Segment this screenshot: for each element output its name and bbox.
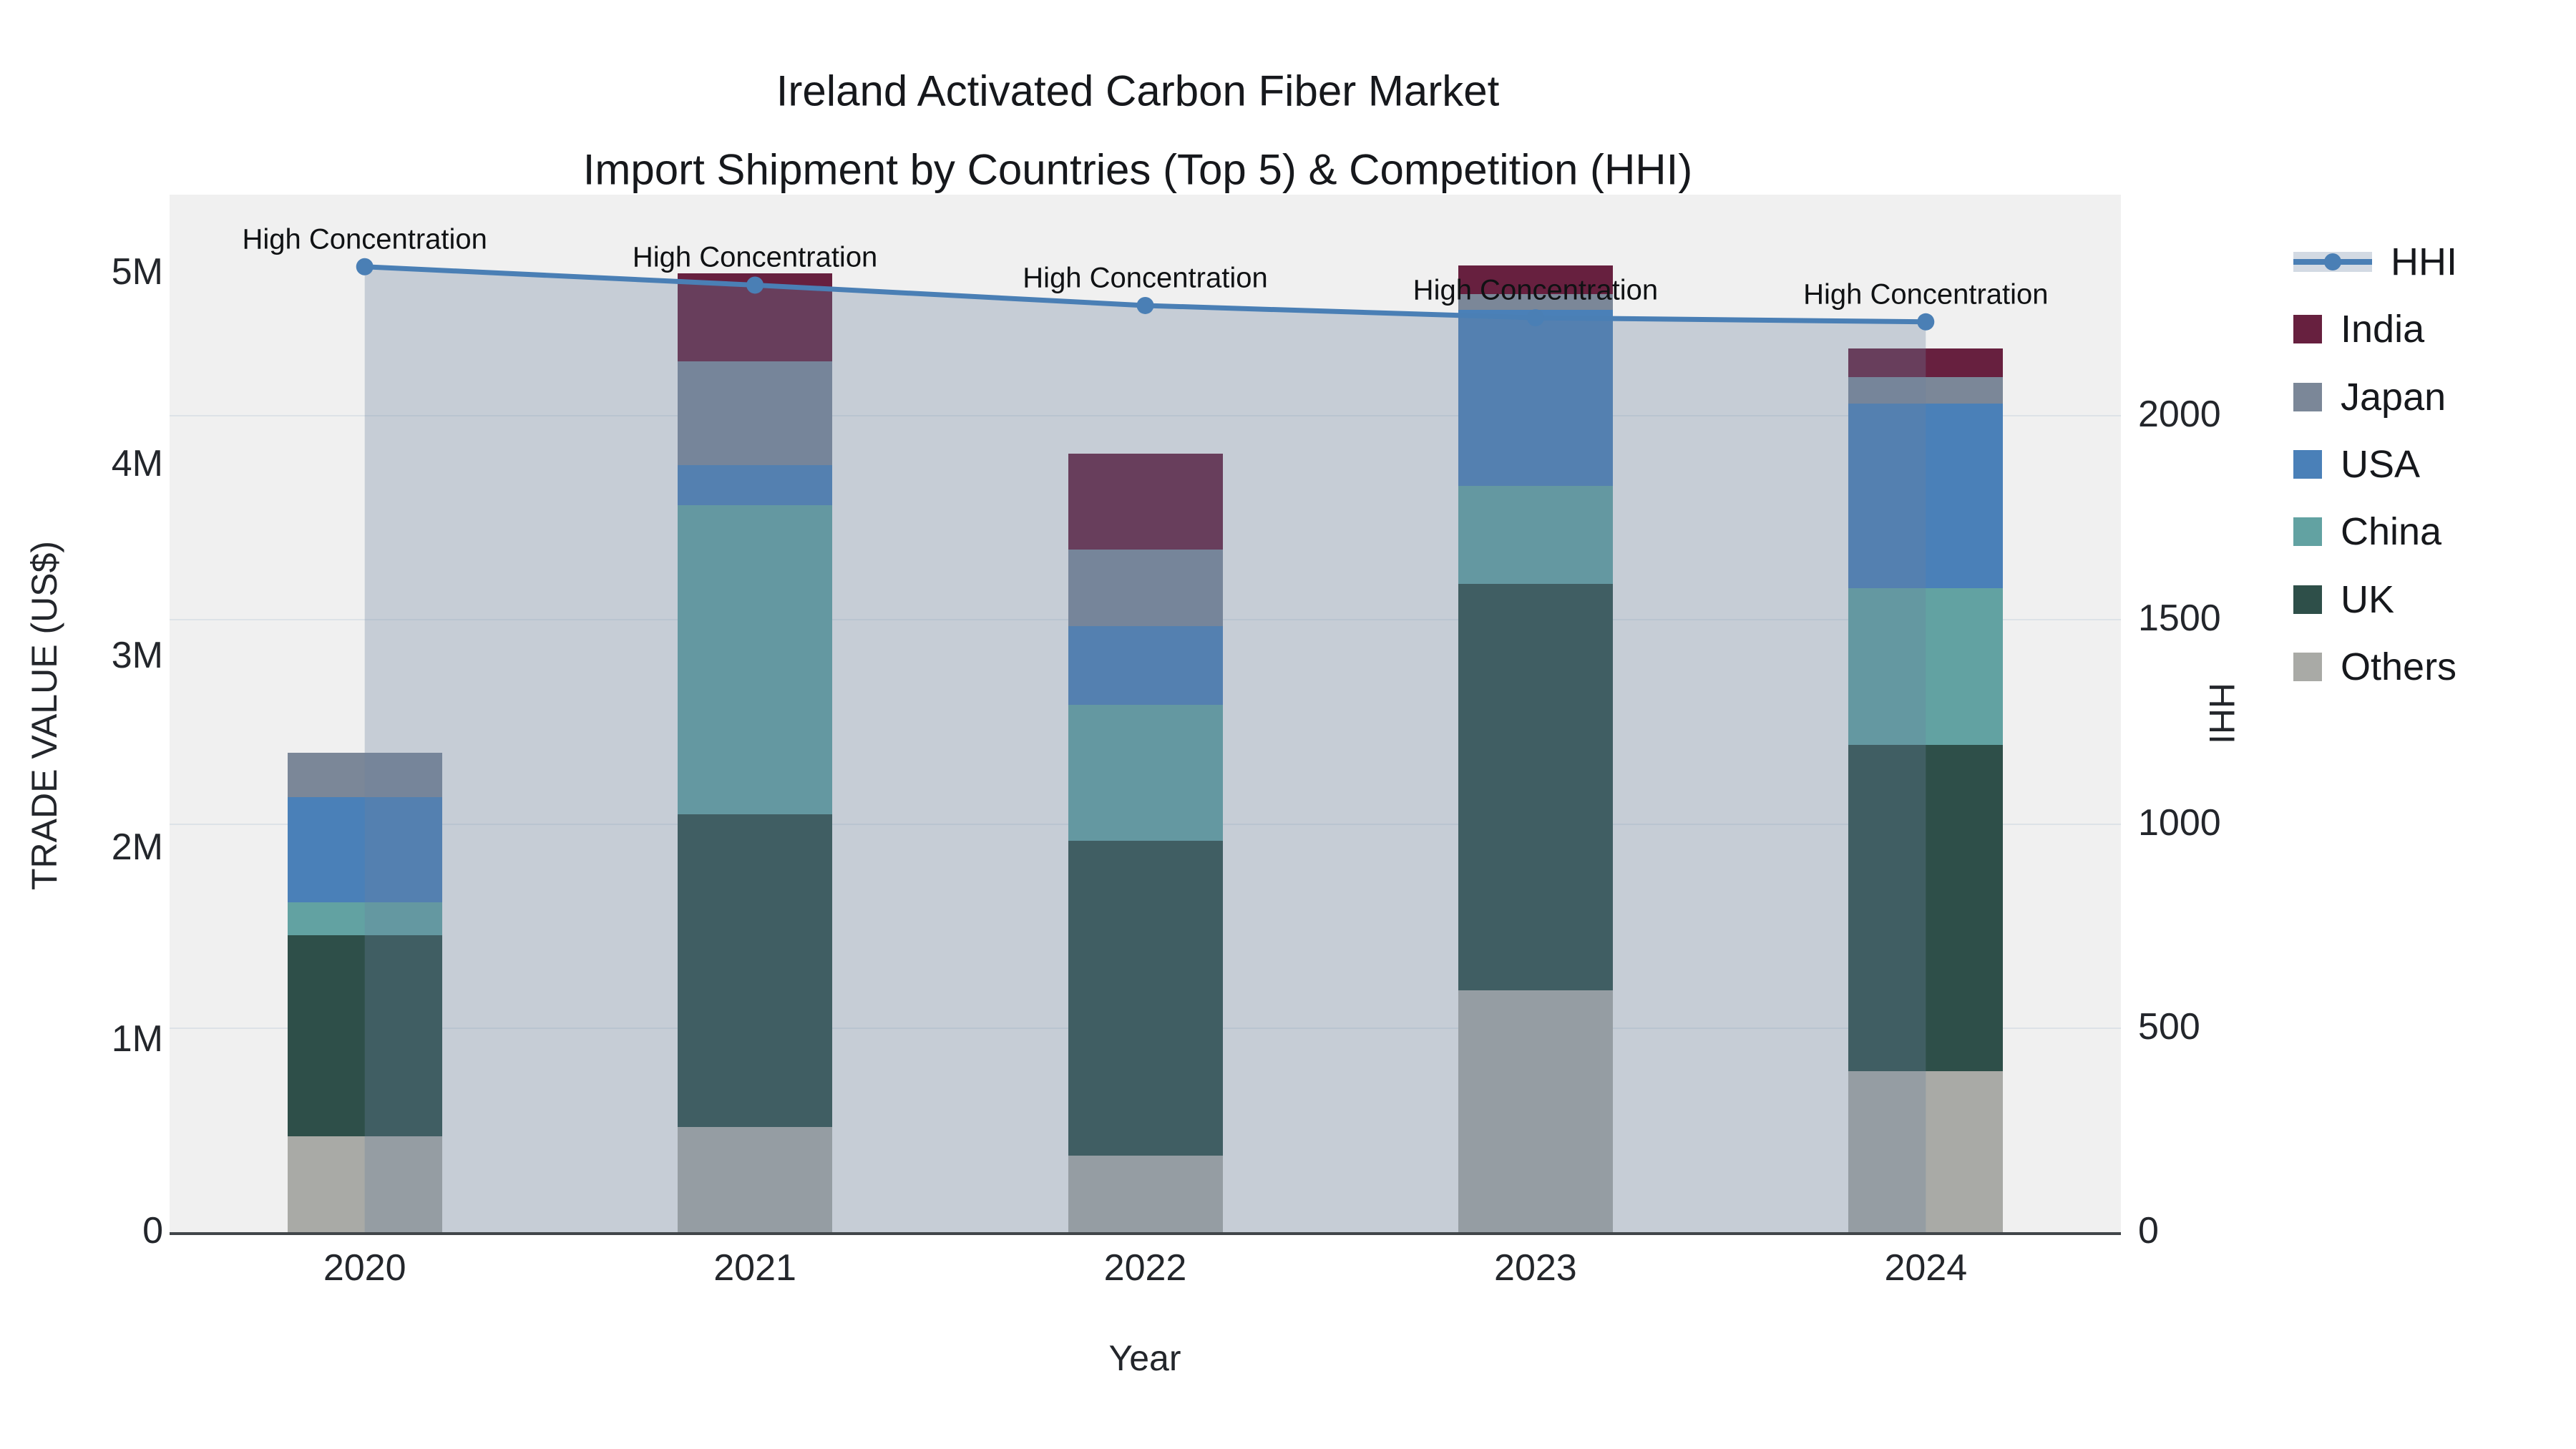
bar-segment-japan-2022[interactable] <box>1068 549 1223 627</box>
y-left-tick-4M: 4M <box>111 443 163 484</box>
hhi-marker-2023[interactable] <box>1526 309 1544 327</box>
x-tick-2021: 2021 <box>713 1247 796 1289</box>
x-axis-line <box>170 1232 2121 1235</box>
bar-segment-china-2020[interactable] <box>287 902 442 935</box>
bar-segment-usa-2021[interactable] <box>678 465 833 506</box>
bar-segment-india-2023[interactable] <box>1458 265 1613 295</box>
legend-item-others[interactable]: Others <box>2293 645 2457 689</box>
bar-segment-uk-2022[interactable] <box>1068 841 1223 1156</box>
y-right-tick-500: 500 <box>2138 1005 2200 1048</box>
bar-segment-usa-2020[interactable] <box>287 796 442 903</box>
legend-swatch-others <box>2293 652 2322 681</box>
bar-segment-usa-2024[interactable] <box>1848 404 2004 588</box>
annotation-high-concentration-2020: High Concentration <box>242 223 487 255</box>
legend-swatch-india <box>2293 315 2322 344</box>
y-left-tick-0: 0 <box>142 1210 163 1252</box>
bar-segment-usa-2023[interactable] <box>1458 309 1613 487</box>
hhi-line-sample-icon <box>2293 246 2372 278</box>
bar-segment-others-2020[interactable] <box>287 1136 442 1232</box>
x-tick-2024: 2024 <box>1884 1247 1968 1289</box>
chart-title-line2: Import Shipment by Countries (Top 5) & C… <box>582 145 1693 194</box>
hhi-area-fill <box>364 266 1926 1233</box>
bar-segment-japan-2020[interactable] <box>287 753 442 797</box>
bar-segment-uk-2021[interactable] <box>678 814 833 1127</box>
bar-segment-india-2022[interactable] <box>1068 453 1223 550</box>
hhi-marker-2021[interactable] <box>746 276 764 294</box>
legend-item-usa[interactable]: USA <box>2293 442 2420 487</box>
bar-segment-china-2021[interactable] <box>678 505 833 814</box>
legend-item-india[interactable]: India <box>2293 307 2424 351</box>
bar-segment-others-2023[interactable] <box>1458 990 1613 1232</box>
hhi-marker-2022[interactable] <box>1136 296 1154 314</box>
legend-label-others: Others <box>2341 645 2457 688</box>
hhi-marker-2020[interactable] <box>356 258 374 275</box>
legend-label-usa: USA <box>2341 442 2421 486</box>
bar-segment-china-2024[interactable] <box>1848 587 2004 746</box>
legend-label-japan: Japan <box>2341 375 2446 419</box>
annotation-high-concentration-2022: High Concentration <box>1023 262 1268 294</box>
legend-item-japan[interactable]: Japan <box>2293 375 2446 419</box>
chart-title-line1: Ireland Activated Carbon Fiber Market <box>776 67 1500 115</box>
legend-item-china[interactable]: China <box>2293 509 2441 554</box>
bar-segment-others-2024[interactable] <box>1848 1070 2004 1232</box>
legend-swatch-usa <box>2293 449 2322 479</box>
annotation-high-concentration-2024: High Concentration <box>1803 278 2049 311</box>
legend-item-uk[interactable]: UK <box>2293 577 2394 622</box>
bar-segment-india-2024[interactable] <box>1848 348 2004 377</box>
x-tick-2023: 2023 <box>1494 1247 1577 1289</box>
legend-label-uk: UK <box>2341 577 2395 621</box>
bar-segment-japan-2021[interactable] <box>678 361 833 465</box>
bar-segment-japan-2023[interactable] <box>1458 294 1613 310</box>
x-tick-2020: 2020 <box>323 1247 406 1289</box>
legend-label-hhi: HHI <box>2391 240 2457 283</box>
x-tick-2022: 2022 <box>1103 1247 1187 1289</box>
legend-label-china: China <box>2341 510 2442 554</box>
bar-segment-others-2022[interactable] <box>1068 1155 1223 1232</box>
y-right-tick-1500: 1500 <box>2138 597 2221 640</box>
bar-segment-uk-2024[interactable] <box>1848 745 2004 1071</box>
hhi-marker-2024[interactable] <box>1917 313 1935 331</box>
bar-segment-uk-2020[interactable] <box>287 935 442 1136</box>
bar-segment-japan-2024[interactable] <box>1848 376 2004 404</box>
y-left-tick-3M: 3M <box>111 635 163 676</box>
y-right-tick-2000: 2000 <box>2138 394 2221 435</box>
bar-segment-china-2022[interactable] <box>1068 705 1223 841</box>
bar-segment-china-2023[interactable] <box>1458 486 1613 585</box>
y-left-tick-2M: 2M <box>111 826 163 868</box>
legend-swatch-uk <box>2293 585 2322 614</box>
y-right-tick-0: 0 <box>2138 1210 2159 1252</box>
legend-swatch-china <box>2293 517 2322 547</box>
legend-item-hhi[interactable]: HHI <box>2293 240 2457 284</box>
gridline-hhi-2000 <box>170 415 2121 416</box>
y-right-tick-1000: 1000 <box>2138 801 2221 844</box>
bar-segment-others-2021[interactable] <box>678 1126 833 1232</box>
annotation-high-concentration-2023: High Concentration <box>1413 274 1659 306</box>
y-left-tick-5M: 5M <box>111 251 163 293</box>
legend-swatch-japan <box>2293 382 2322 411</box>
bar-segment-usa-2022[interactable] <box>1068 626 1223 705</box>
y-left-tick-1M: 1M <box>111 1018 163 1060</box>
annotation-high-concentration-2021: High Concentration <box>632 241 878 273</box>
hhi-marker-sample <box>2324 253 2341 270</box>
legend-label-india: India <box>2341 308 2425 351</box>
x-axis-title: Year <box>1108 1338 1181 1378</box>
bar-segment-uk-2023[interactable] <box>1458 584 1613 991</box>
